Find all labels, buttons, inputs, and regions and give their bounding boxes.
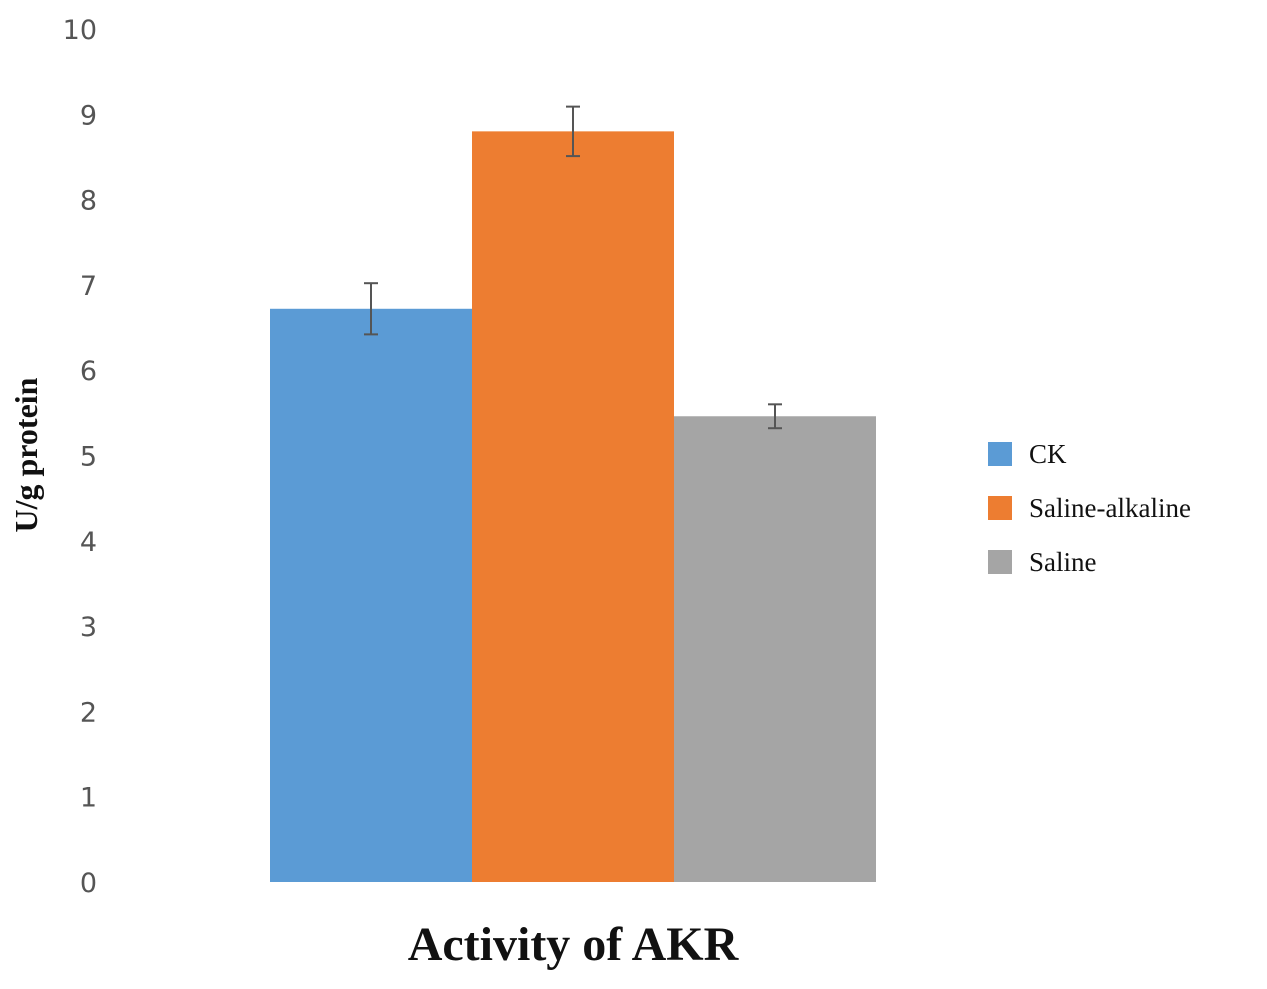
y-tick-label: 10	[63, 15, 97, 46]
y-tick-label: 4	[80, 527, 97, 558]
x-axis-label: Activity of AKR	[408, 918, 740, 971]
legend-label: CK	[1029, 439, 1067, 469]
legend-swatch	[988, 550, 1012, 574]
y-tick-label: 8	[80, 186, 97, 217]
legend-label: Saline-alkaline	[1029, 493, 1191, 523]
legend-swatch	[988, 496, 1012, 520]
error-bar	[768, 403, 782, 430]
y-axis-ticks: 0 1 2 3 4 5 6 7 8 9 10	[63, 15, 97, 899]
legend-swatch	[988, 442, 1012, 466]
y-tick-label: 2	[80, 697, 97, 728]
legend-item: Saline	[988, 547, 1097, 577]
bars	[270, 131, 876, 883]
y-tick-label: 7	[80, 271, 97, 302]
error-bars	[364, 105, 782, 430]
error-bar	[364, 282, 378, 336]
y-tick-label: 3	[80, 612, 97, 643]
y-tick-label: 9	[80, 100, 97, 131]
legend-item: Saline-alkaline	[988, 493, 1191, 523]
y-tick-label: 5	[80, 442, 97, 473]
y-tick-label: 1	[80, 783, 97, 814]
y-axis-label: U/g protein	[8, 377, 44, 532]
legend-label: Saline	[1029, 547, 1097, 577]
error-bar	[566, 105, 580, 158]
legend-item: CK	[988, 439, 1067, 469]
legend: CK Saline-alkaline Saline	[988, 439, 1191, 577]
y-tick-label: 6	[80, 356, 97, 387]
bar-saline-alkaline	[472, 131, 674, 883]
bar-saline	[674, 416, 876, 882]
bar-ck	[270, 308, 472, 882]
y-tick-label: 0	[80, 868, 97, 899]
